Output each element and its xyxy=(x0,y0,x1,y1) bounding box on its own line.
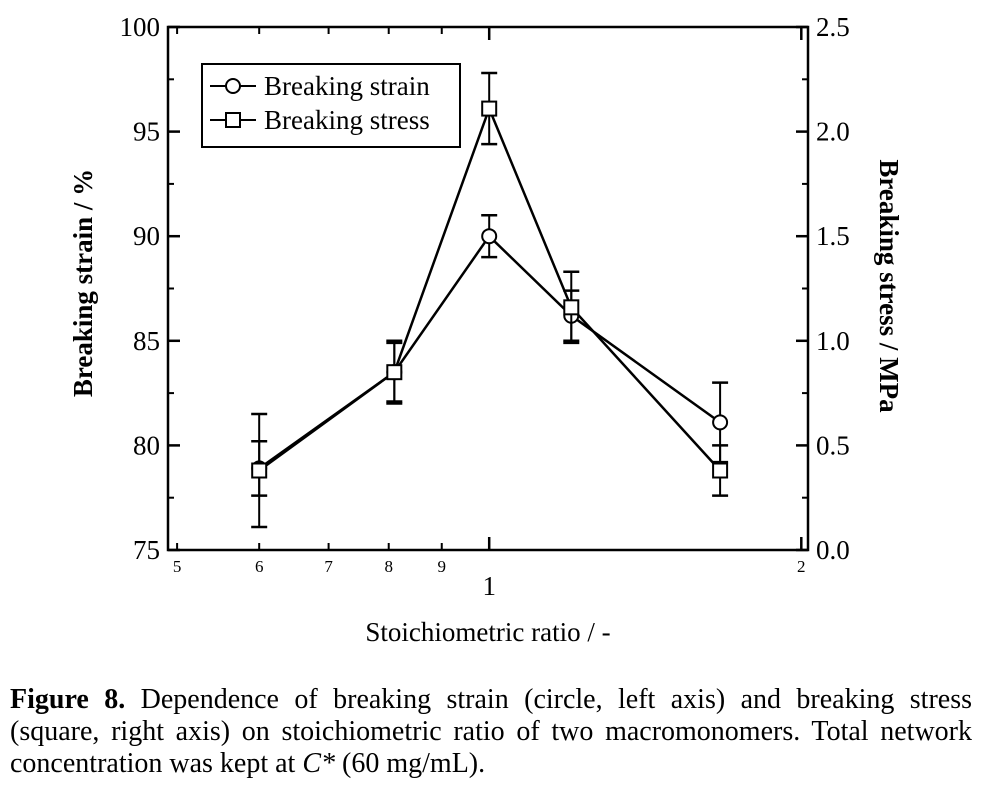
x-axis-label: Stoichiometric ratio / - xyxy=(365,617,610,647)
y-tick-label: 75 xyxy=(133,535,160,565)
x-major-tick-label: 1 xyxy=(482,571,496,601)
series-line-stress xyxy=(258,105,722,472)
caption-label: Figure 8. xyxy=(10,684,126,715)
caption-text-2: (60 mg/mL). xyxy=(335,748,486,779)
x-minor-tick-label: 5 xyxy=(173,557,182,576)
legend-marker-strain xyxy=(225,78,241,94)
data-point-stress xyxy=(712,462,729,479)
y-tick-label: 100 xyxy=(120,12,161,42)
legend-marker-stress xyxy=(225,112,241,128)
data-point-stress xyxy=(481,100,498,117)
x-major-tick-label: 2 xyxy=(797,557,806,576)
data-point-strain xyxy=(712,414,729,431)
y2-tick-label: 1.5 xyxy=(816,221,850,251)
figure-caption: Figure 8. Dependence of breaking strain … xyxy=(10,684,972,780)
y2-axis-label: Breaking stress / MPa xyxy=(874,159,904,413)
x-minor-tick-label: 8 xyxy=(384,557,393,576)
y-tick-label: 90 xyxy=(133,221,160,251)
x-minor-tick-label: 6 xyxy=(255,557,264,576)
x-minor-tick-label: 7 xyxy=(324,557,333,576)
y2-tick-label: 0.5 xyxy=(816,430,850,460)
y2-tick-label: 1.0 xyxy=(816,326,850,356)
series-line-strain xyxy=(258,234,721,470)
legend-label-strain: Breaking strain xyxy=(264,71,430,101)
y2-tick-label: 2.5 xyxy=(816,12,850,42)
y-tick-label: 95 xyxy=(133,117,160,147)
y2-tick-label: 2.0 xyxy=(816,117,850,147)
series-strain xyxy=(251,214,729,497)
x-axis-ticks: 5 6 7 8 9 1 2 xyxy=(173,27,806,601)
caption-symbol: C* xyxy=(302,748,336,779)
y-axis-ticks: 75 80 85 90 95 100 0.0 0.5 1.0 1.5 2.0 2.5 xyxy=(120,12,850,565)
y-axis-label: Breaking strain / % xyxy=(68,169,98,397)
data-point-stress xyxy=(563,299,580,316)
caption-text-1: Dependence of breaking strain (circle, l… xyxy=(10,684,972,779)
legend-label-stress: Breaking stress xyxy=(264,105,430,135)
y-tick-label: 80 xyxy=(133,430,160,460)
data-point-stress xyxy=(251,462,268,479)
data-point-stress xyxy=(386,364,403,381)
data-point-strain xyxy=(481,228,498,245)
chart: 5 6 7 8 912 75808590951000.00.51.01.52.02.5 … xyxy=(68,12,904,647)
x-minor-tick-label: 9 xyxy=(438,557,447,576)
series-layer xyxy=(251,71,729,529)
legend: Breaking strain Breaking stress xyxy=(201,63,461,148)
series-stress xyxy=(251,71,729,529)
legend-box xyxy=(201,63,461,148)
y-tick-label: 85 xyxy=(133,326,160,356)
y2-tick-label: 0.0 xyxy=(816,535,850,565)
